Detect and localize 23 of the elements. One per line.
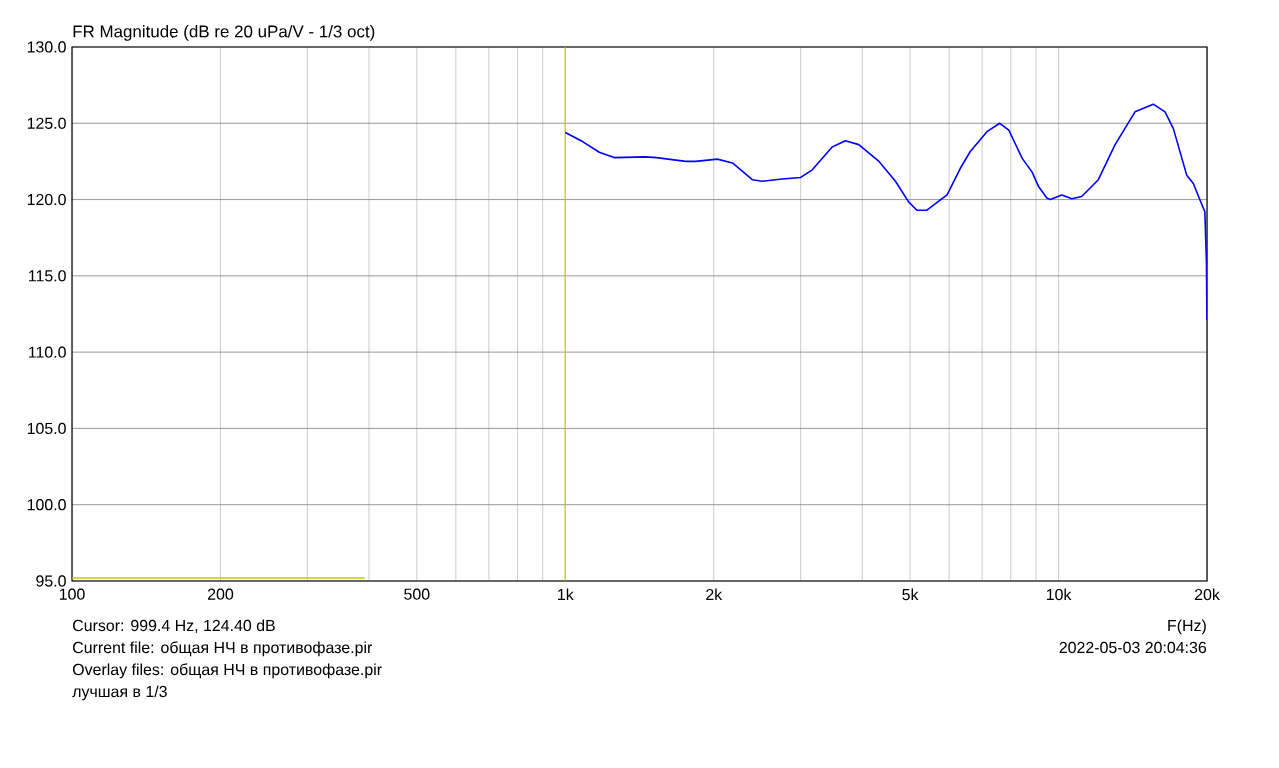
chart-title: FR Magnitude (dB re 20 uPa/V - 1/3 oct) — [73, 25, 375, 41]
y-tick-label: 125.0 — [27, 117, 66, 129]
y-tick-label: 130.0 — [27, 41, 66, 53]
x-axis-title: F(Hz) — [1168, 619, 1206, 635]
x-tick-label: 1k — [558, 588, 574, 601]
x-tick-label: 100 — [59, 588, 85, 600]
y-tick-label: 120.0 — [27, 193, 66, 206]
x-tick-label: 500 — [404, 588, 430, 600]
text: Overlay files: общая НЧ в противофазе.pir — [72, 663, 382, 679]
x-tick-label: 5k — [902, 588, 919, 601]
x-tick-label: 2k — [706, 588, 723, 601]
x-tick-label: 20k — [1194, 588, 1220, 601]
y-tick-label: 95.0 — [36, 575, 66, 587]
y-tick-label: 105.0 — [27, 422, 66, 435]
y-tick-label: 100.0 — [27, 499, 66, 511]
text: 2022-05-03 20:04:36 — [1059, 641, 1207, 654]
text: Cursor: 999.4 Hz, 124.40 dB — [73, 619, 275, 634]
x-tick-label: 10k — [1046, 588, 1072, 601]
text: Current file: общая НЧ в противофазе.pir — [73, 641, 373, 657]
x-tick-label: 200 — [207, 588, 234, 600]
y-tick-label: 110.0 — [29, 346, 66, 358]
y-tick-label: 115.0 — [29, 270, 66, 282]
text: лучшая в 1/3 — [72, 685, 167, 701]
